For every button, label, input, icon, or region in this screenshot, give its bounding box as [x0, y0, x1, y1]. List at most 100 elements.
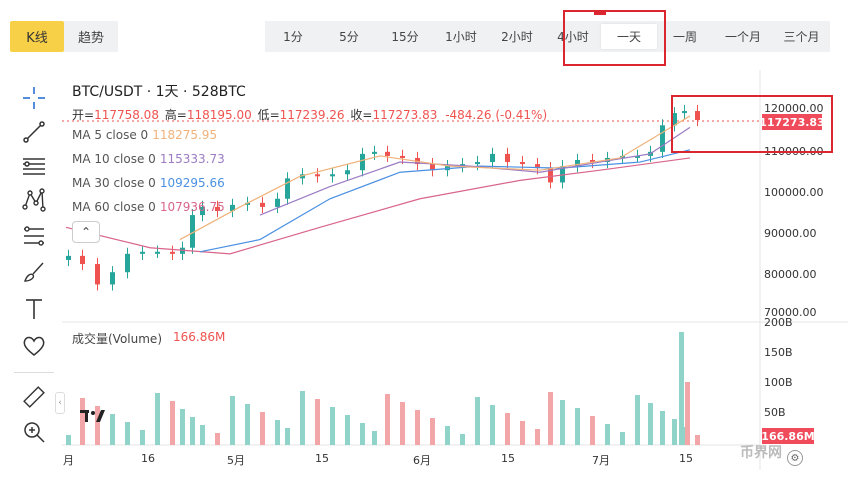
- fib-icon[interactable]: [20, 222, 48, 250]
- highlight-marker: [594, 10, 606, 15]
- open-label: 开=: [72, 108, 95, 122]
- legend-collapse-button[interactable]: ⌃: [72, 221, 100, 243]
- volume-bar: [660, 411, 665, 445]
- ma30-line: [199, 149, 691, 253]
- volume-bar: [95, 406, 100, 445]
- drawing-toolbar: [0, 70, 62, 470]
- heart-icon[interactable]: [20, 332, 48, 360]
- candle-body: [672, 113, 677, 126]
- volume-bar: [300, 391, 305, 445]
- crosshair-icon[interactable]: [20, 84, 48, 112]
- x-tick: 7月: [592, 454, 610, 467]
- candle-body: [260, 202, 265, 207]
- ma60-value: 107936.75: [159, 200, 225, 214]
- volume-bar: [648, 403, 653, 445]
- ohlc-line: 开=117758.08 高=118195.00 低=117239.26 收=11…: [72, 106, 547, 123]
- interval-15m[interactable]: 15分: [391, 30, 419, 44]
- volume-bar: [548, 392, 553, 445]
- ma5-line: [179, 115, 691, 241]
- volume-value: 166.86M: [173, 330, 226, 344]
- tab-kline[interactable]: K线: [10, 21, 64, 52]
- volume-label: 成交量(Volume): [72, 332, 162, 346]
- volume-tick: 100B: [764, 376, 793, 389]
- candle-body: [80, 255, 85, 265]
- price-tick: 80000.00: [764, 268, 817, 281]
- interval-1d[interactable]: 一天: [601, 24, 657, 49]
- interval-1w[interactable]: 一周: [672, 30, 697, 44]
- candle-body: [575, 160, 580, 167]
- x-tick: 月: [63, 454, 74, 467]
- candle-body: [682, 111, 687, 114]
- interval-1mo[interactable]: 一个月: [724, 30, 761, 44]
- candle-body: [300, 174, 305, 179]
- candle-body: [155, 251, 160, 254]
- candle-body: [140, 251, 145, 254]
- settings-gear-icon[interactable]: ⚙: [787, 450, 803, 466]
- low-label: 低=: [257, 108, 280, 122]
- interval-1m[interactable]: 1分: [283, 30, 303, 44]
- text-icon[interactable]: [20, 295, 48, 323]
- volume-bar: [575, 408, 580, 445]
- tradingview-logo-icon: [80, 410, 105, 422]
- volume-bar: [490, 405, 495, 445]
- tab-trend[interactable]: 趋势: [64, 21, 118, 52]
- current-volume-badge: 166.86M: [761, 428, 815, 444]
- candle-body: [200, 206, 205, 216]
- candle-body: [66, 255, 71, 260]
- ma30-value: 109295.66: [159, 176, 225, 190]
- brush-icon[interactable]: [20, 258, 48, 286]
- volume-bar: [80, 398, 85, 445]
- candle-body: [490, 153, 495, 163]
- interval-1h[interactable]: 1小时: [445, 30, 477, 44]
- candle-body: [560, 166, 565, 183]
- candle-body: [245, 202, 250, 205]
- candle-body: [330, 174, 335, 177]
- volume-bar: [330, 407, 335, 445]
- interval-selector: 1分 5分 15分 1小时 2小时 4小时 一天 一周 一个月 三个月: [265, 21, 830, 52]
- volume-tick: 50B: [764, 406, 786, 419]
- volume-bar: [230, 396, 235, 445]
- volume-bar: [590, 416, 595, 445]
- volume-bar: [475, 397, 480, 445]
- volume-bar: [695, 435, 700, 445]
- volume-bar: [190, 417, 195, 445]
- candle-body: [230, 204, 235, 211]
- volume-bar: [505, 413, 510, 445]
- pattern-icon[interactable]: [20, 186, 48, 214]
- high-value: 118195.00: [186, 108, 252, 122]
- interval-3mo[interactable]: 三个月: [783, 30, 820, 44]
- volume-bar: [460, 434, 465, 445]
- trendline-icon[interactable]: [20, 118, 48, 146]
- symbol-title: BTC/USDT · 1天 · 528BTC: [72, 84, 246, 100]
- ma60-legend: MA 60 close 0 107936.75: [72, 200, 229, 214]
- volume-bar: [520, 421, 525, 445]
- toolbar-collapse-handle[interactable]: ‹: [55, 392, 65, 414]
- candle-body: [505, 153, 510, 163]
- ruler-icon[interactable]: [20, 383, 48, 411]
- change-value: -484.26 (-0.41%): [445, 108, 548, 122]
- ma30-legend: MA 30 close 0 109295.66: [72, 176, 229, 190]
- candle-body: [535, 164, 540, 169]
- highlight-box-interval: [563, 10, 666, 66]
- candle-body: [372, 151, 377, 154]
- candle-body: [400, 155, 405, 158]
- candle-body: [475, 162, 480, 165]
- volume-bar: [155, 393, 160, 445]
- volume-bar: [385, 394, 390, 445]
- candle-body: [215, 206, 220, 211]
- volume-bar: [635, 395, 640, 445]
- toolbar-divider: [14, 372, 54, 373]
- ma60-line: [65, 157, 691, 255]
- volume-bar: [679, 332, 684, 445]
- horizontal-lines-icon[interactable]: [20, 152, 48, 180]
- volume-tick: 200B: [764, 316, 793, 329]
- interval-2h[interactable]: 2小时: [501, 30, 533, 44]
- interval-5m[interactable]: 5分: [339, 30, 359, 44]
- interval-4h[interactable]: 4小时: [557, 30, 589, 44]
- ma5-legend: MA 5 close 0 118275.95: [72, 128, 221, 142]
- x-tick: 15: [315, 452, 329, 465]
- zoom-icon[interactable]: [20, 418, 48, 446]
- candle-body: [190, 215, 195, 248]
- volume-tick: 150B: [764, 346, 793, 359]
